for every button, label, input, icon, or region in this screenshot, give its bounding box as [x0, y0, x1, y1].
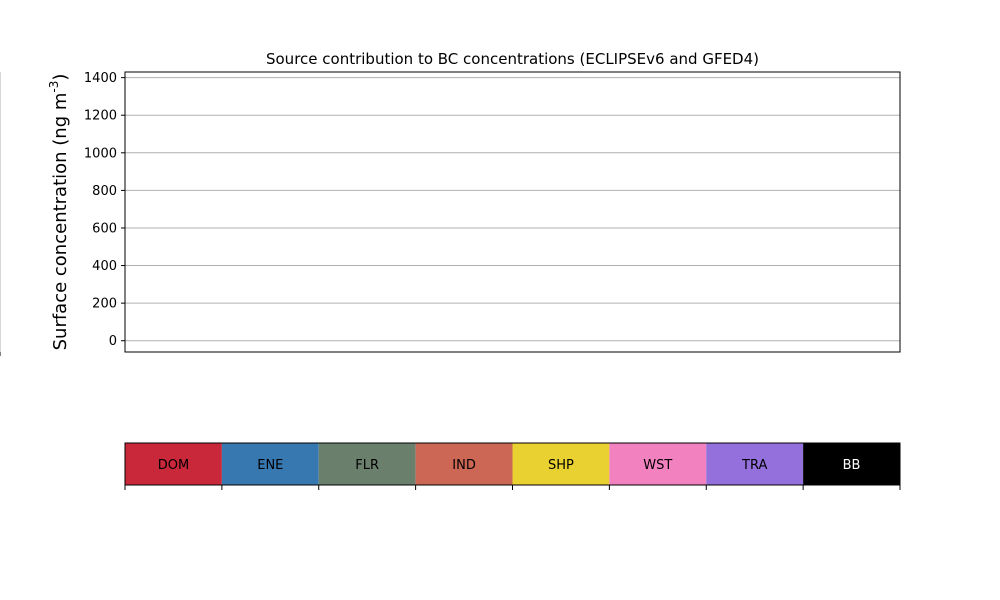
y-tick-label: 1200	[84, 109, 117, 124]
legend-label-bb: BB	[843, 458, 861, 473]
legend-label-ene: ENE	[257, 458, 283, 473]
y-tick-label: 600	[92, 221, 117, 236]
legend-swatch-flr	[318, 443, 416, 485]
legend-label-shp: SHP	[548, 458, 574, 473]
y-axis-label-main: Surface concentration (ng m	[50, 93, 71, 351]
y-tick-label: 1000	[84, 146, 117, 161]
legend-swatch-ind	[415, 443, 513, 485]
legend-colorbar: DOM ENE FLR IND SHP WST TRA BB	[124, 442, 901, 490]
gridlines	[0, 72, 900, 352]
y-tick-label: 1400	[84, 71, 117, 86]
y-tick-label: 800	[92, 184, 117, 199]
y-axis-label-superscript: -3	[47, 81, 61, 93]
legend-swatch-dom	[125, 443, 222, 485]
legend-label-flr: FLR	[355, 458, 379, 473]
legend-swatch-shp	[512, 443, 610, 485]
y-axis: 0 200 400 600 800 1000 1200 1400	[84, 71, 125, 349]
legend-swatch-bb	[803, 443, 900, 485]
y-tick-label: 0	[109, 334, 117, 349]
legend-label-wst: WST	[643, 458, 672, 473]
legend-label-dom: DOM	[158, 458, 189, 473]
legend-swatch-tra	[706, 443, 804, 485]
legend-swatch-wst	[609, 443, 707, 485]
legend-label-tra: TRA	[741, 458, 767, 473]
chart-title: Source contribution to BC concentrations…	[266, 50, 759, 68]
y-tick-label: 400	[92, 259, 117, 274]
y-axis-label: Surface concentration (ng m-3)	[47, 74, 71, 351]
y-tick-label: 200	[92, 297, 117, 312]
legend-label-ind: IND	[452, 458, 476, 473]
legend-swatch-ene	[221, 443, 319, 485]
y-axis-label-suffix: )	[50, 74, 71, 81]
plot-frame	[124, 71, 901, 353]
